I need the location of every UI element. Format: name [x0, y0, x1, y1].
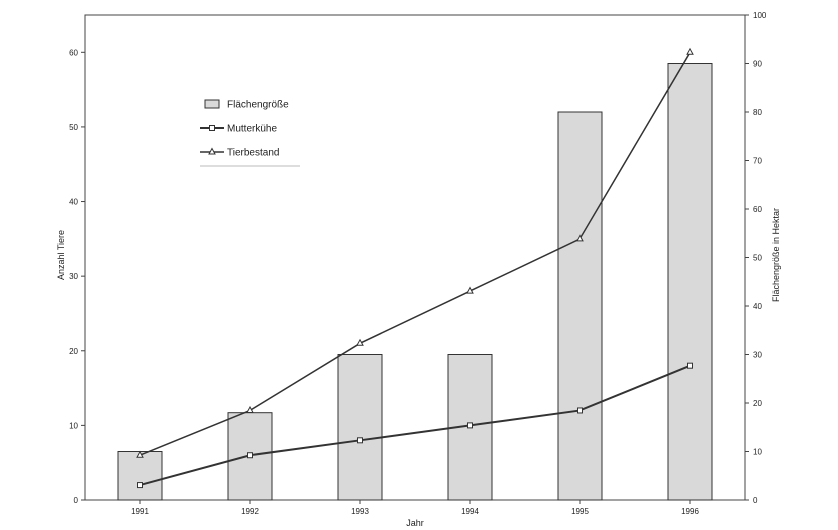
lines-layer: [136, 47, 694, 489]
right-axis-tick-label: 60: [753, 205, 762, 214]
legend-label: Tierbestand: [227, 148, 279, 159]
bar: [117, 451, 163, 501]
right-axis-tick-label: 20: [753, 399, 762, 408]
legend-marker: [209, 125, 215, 131]
left-axis-tick-label: 50: [69, 123, 78, 132]
x-axis-tick-label: 1995: [571, 507, 589, 516]
series-line-mutterkuehe: [139, 364, 691, 487]
bar: [557, 111, 603, 501]
x-axis-tick-label: 1994: [461, 507, 479, 516]
data-point-tierbestand: [136, 450, 144, 458]
left-axis-tick-label: 10: [69, 421, 78, 430]
data-point-mutterkuehe: [467, 422, 473, 429]
left-axis-tick-label: 20: [69, 347, 78, 356]
data-point-mutterkuehe: [577, 407, 583, 414]
right-axis-tick-label: 100: [753, 11, 767, 20]
legend-marker: [208, 147, 216, 155]
right-axis-tick-label: 90: [753, 60, 762, 69]
bar: [667, 63, 713, 501]
right-axis-tick-label: 30: [753, 351, 762, 360]
x-axis-tick-label: 1991: [131, 507, 149, 516]
plot-frame: [84, 14, 746, 501]
right-axis-tick-label: 40: [753, 302, 762, 311]
x-axis-label: Jahr: [406, 518, 424, 528]
left-axis-tick-label: 30: [69, 272, 78, 281]
y-axis-left-label: Anzahl Tiere: [56, 230, 66, 280]
x-axis-tick-label: 1992: [241, 507, 259, 516]
x-axis-tick-label: 1993: [351, 507, 369, 516]
left-axis-tick-label: 60: [69, 48, 78, 57]
x-axis: 1991 1992 1993 1994 1995 1996: [131, 500, 699, 516]
data-point-tierbestand: [466, 286, 474, 294]
left-axis-tick-label: 40: [69, 198, 78, 207]
left-axis-tick-label: 0: [74, 496, 79, 505]
x-axis-tick-label: 1996: [681, 507, 699, 516]
data-point-mutterkuehe: [137, 482, 143, 489]
right-axis-tick-label: 50: [753, 254, 762, 263]
data-point-mutterkuehe: [357, 437, 363, 444]
data-point-mutterkuehe: [247, 452, 253, 459]
legend-label: Mutterkühe: [227, 124, 277, 135]
right-axis-tick-label: 70: [753, 157, 762, 166]
right-axis: 0 10 20 30 40 50 60 70 80 90 100: [745, 11, 767, 505]
left-axis: 0 10 20 30 40 50 60: [69, 48, 85, 505]
data-point-tierbestand: [246, 405, 254, 413]
bar: [337, 354, 383, 501]
data-point-tierbestand: [576, 234, 584, 242]
right-axis-tick-label: 0: [753, 496, 758, 505]
series-line-tierbestand: [139, 51, 691, 456]
data-point-mutterkuehe: [687, 362, 693, 369]
legend: Flächengröße Mutterkühe Tierbestand: [200, 99, 300, 167]
data-point-tierbestand: [356, 338, 364, 346]
data-point-tierbestand: [686, 47, 694, 55]
right-axis-tick-label: 80: [753, 108, 762, 117]
y-axis-right-label: Flächengröße in Hektar: [771, 208, 781, 302]
legend-label: Flächengröße: [227, 100, 289, 111]
legend-swatch: [204, 99, 220, 109]
right-axis-tick-label: 10: [753, 448, 762, 457]
